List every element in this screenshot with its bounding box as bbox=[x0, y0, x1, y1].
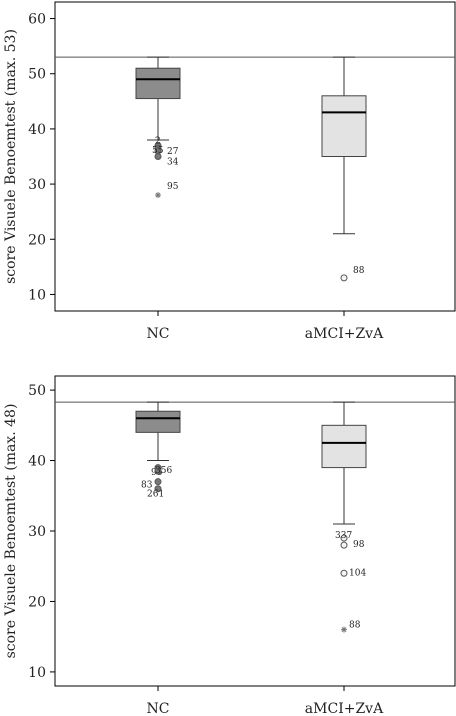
iqr-box bbox=[135, 410, 181, 433]
outlier-label: 261 bbox=[147, 490, 164, 500]
plot-frame bbox=[54, 1, 456, 312]
iqr-box bbox=[321, 95, 367, 158]
outlier-point bbox=[154, 153, 162, 160]
outlier-point bbox=[154, 485, 162, 493]
outlier-label: 55 bbox=[152, 146, 164, 156]
y-tick-label: 40 bbox=[28, 122, 46, 138]
outlier-point bbox=[154, 478, 162, 486]
y-tick-label: 60 bbox=[28, 12, 46, 28]
y-tick-label: 20 bbox=[28, 594, 46, 610]
y-tick-label: 50 bbox=[28, 383, 46, 399]
y-tick-label: 10 bbox=[28, 287, 46, 303]
outlier-label: 88 bbox=[349, 621, 361, 631]
outlier-label: 83 bbox=[141, 481, 153, 491]
x-tick-label: NC bbox=[147, 326, 170, 342]
y-axis-label: score Visuele Benoemtest (max. 53) bbox=[3, 29, 19, 284]
y-axis-label: score Visuele Benoemtest (max. 48) bbox=[3, 404, 19, 659]
plot-frame bbox=[54, 375, 456, 687]
outlier-point bbox=[340, 534, 348, 542]
outlier-label: 27 bbox=[167, 147, 179, 157]
y-tick-label: 30 bbox=[28, 177, 46, 193]
iqr-box bbox=[321, 424, 367, 469]
y-tick-label: 10 bbox=[28, 665, 46, 681]
outlier-point bbox=[340, 274, 348, 282]
y-tick-label: 30 bbox=[28, 524, 46, 540]
outlier-label: 34 bbox=[167, 158, 179, 168]
outlier-label: 88 bbox=[353, 266, 365, 276]
iqr-box bbox=[135, 67, 181, 100]
outlier-label: 337 bbox=[335, 531, 352, 541]
chart-panel-2: 10 20 30 40 50 score Visuele Benoemtest (max.… bbox=[3, 375, 456, 716]
x-tick-label: aMCI+ZvA bbox=[305, 326, 384, 342]
outlier-label: 98 bbox=[353, 540, 365, 550]
x-tick-label: aMCI+ZvA bbox=[305, 701, 384, 716]
outlier-point bbox=[155, 192, 161, 199]
outlier-label: 356 bbox=[155, 466, 172, 476]
outlier-label: 95 bbox=[167, 182, 179, 192]
y-tick-label: 40 bbox=[28, 454, 46, 470]
outlier-label: 104 bbox=[349, 568, 366, 578]
outlier-label: 2 bbox=[155, 136, 161, 146]
outlier-point bbox=[154, 467, 162, 475]
outlier-point bbox=[341, 626, 347, 633]
y-tick-label: 20 bbox=[28, 232, 46, 248]
chart-panel-1: 10 20 30 40 50 60 score Visuele Benoemtest (ma… bbox=[3, 1, 456, 342]
box-NC: 9535683261 bbox=[135, 401, 181, 500]
box-aMCI+ZvA: 88 bbox=[321, 56, 367, 282]
y-tick-label: 50 bbox=[28, 67, 46, 83]
outlier-point bbox=[340, 569, 348, 577]
x-tick-label: NC bbox=[147, 701, 170, 716]
outlier-point bbox=[340, 541, 348, 549]
